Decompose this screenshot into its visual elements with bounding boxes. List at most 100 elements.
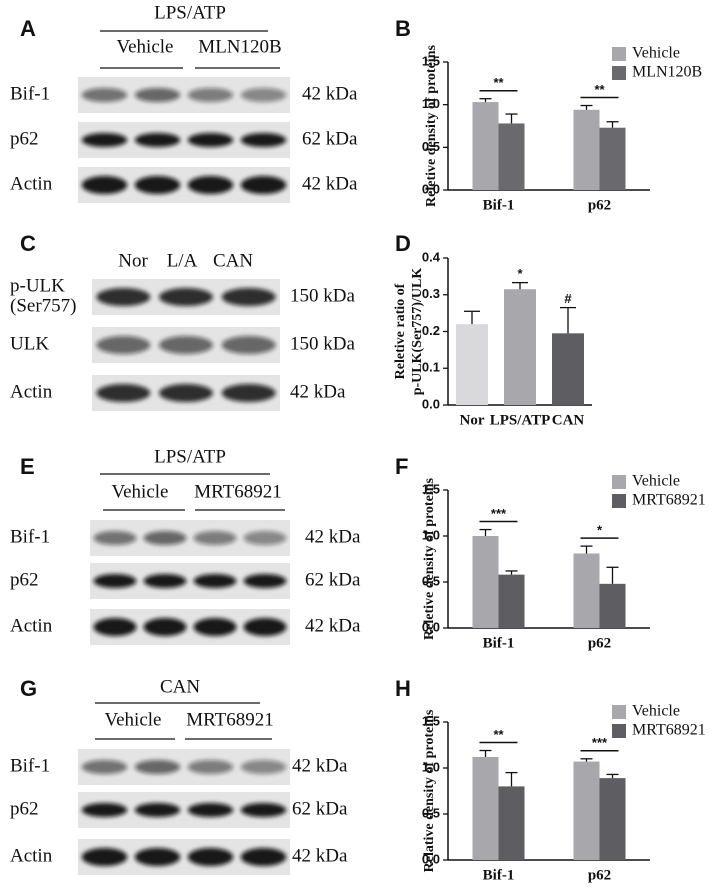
blot-band bbox=[96, 288, 151, 306]
blot-band bbox=[159, 288, 213, 306]
y-axis-label: p-ULK(Ser757)/ULK bbox=[410, 268, 425, 396]
blot-band bbox=[193, 531, 237, 545]
y-tick-label: 0.3 bbox=[422, 286, 440, 301]
panel-letter: E bbox=[20, 454, 35, 479]
size-label: 42 kDa bbox=[292, 845, 348, 866]
y-axis-label: Relative density of proteins bbox=[422, 709, 437, 872]
blot-band bbox=[81, 133, 128, 147]
blot-band bbox=[81, 803, 128, 817]
blot-band bbox=[93, 574, 137, 588]
lane-label: CAN bbox=[213, 250, 253, 271]
y-tick-label: 0.5 bbox=[422, 805, 440, 820]
blot-band bbox=[93, 618, 137, 636]
x-tick-label: Nor bbox=[460, 412, 485, 428]
legend-swatch bbox=[612, 494, 626, 508]
x-tick-label: LPS/ATP bbox=[490, 412, 551, 428]
protein-label: ULK bbox=[10, 333, 49, 354]
y-tick-label: 0.5 bbox=[422, 139, 440, 154]
blot-band bbox=[159, 336, 213, 354]
blot-band bbox=[81, 760, 128, 774]
blot-band bbox=[81, 88, 128, 102]
blot-band bbox=[187, 88, 234, 102]
bar bbox=[552, 333, 584, 405]
x-tick-label: CAN bbox=[552, 412, 585, 428]
y-tick-label: 0.0 bbox=[422, 619, 440, 634]
y-tick-label: 1.0 bbox=[422, 527, 440, 542]
bar bbox=[472, 756, 499, 860]
blot-band bbox=[221, 384, 276, 402]
blot-band bbox=[240, 88, 287, 102]
blot-band bbox=[193, 618, 237, 636]
error-bar bbox=[505, 570, 518, 575]
legend-swatch bbox=[612, 47, 626, 61]
blot-band bbox=[221, 336, 276, 354]
blot-band bbox=[221, 288, 276, 306]
significance-mark: ** bbox=[594, 82, 605, 97]
size-label: 42 kDa bbox=[290, 381, 346, 402]
bar bbox=[472, 102, 499, 190]
blot-band bbox=[134, 133, 181, 147]
protein-label: Actin bbox=[10, 845, 53, 866]
protein-label: Bif-1 bbox=[10, 526, 50, 547]
bar bbox=[456, 324, 488, 405]
panel-letter: C bbox=[20, 231, 36, 256]
panel-letter: G bbox=[20, 676, 37, 701]
panel-letter: B bbox=[395, 16, 411, 41]
bar bbox=[599, 583, 626, 628]
y-tick-label: 0.2 bbox=[422, 323, 440, 338]
significance-mark: # bbox=[564, 291, 572, 306]
panel-letter: F bbox=[395, 454, 408, 479]
size-label: 42 kDa bbox=[305, 526, 361, 547]
significance-mark: *** bbox=[592, 735, 608, 750]
x-tick-label: p62 bbox=[588, 635, 611, 651]
legend-swatch bbox=[612, 724, 626, 738]
legend-label: Vehicle bbox=[632, 45, 680, 62]
error-bar bbox=[479, 98, 492, 103]
size-label: 42 kDa bbox=[305, 615, 361, 636]
size-label: 150 kDa bbox=[290, 285, 355, 306]
group-label: MRT68921 bbox=[186, 709, 274, 730]
blot-band bbox=[187, 760, 234, 774]
blot-band bbox=[143, 531, 187, 545]
error-bar bbox=[479, 528, 492, 536]
blot-band bbox=[187, 848, 234, 866]
bar bbox=[599, 127, 626, 190]
group-label: MLN120B bbox=[198, 36, 281, 57]
legend-label: Vehicle bbox=[632, 703, 680, 720]
lane-label: Nor bbox=[118, 250, 148, 271]
protein-label: p62 bbox=[10, 569, 39, 590]
panel-letter: A bbox=[20, 16, 36, 41]
bar bbox=[472, 536, 499, 628]
y-tick-label: 1.5 bbox=[422, 481, 440, 496]
panel-letter: H bbox=[395, 676, 411, 701]
bar bbox=[498, 786, 525, 860]
error-bar bbox=[512, 281, 528, 290]
blot-band bbox=[240, 848, 287, 866]
treatment-header: LPS/ATP bbox=[154, 446, 226, 467]
error-bar bbox=[505, 771, 518, 787]
blot-band bbox=[187, 803, 234, 817]
protein-label: Actin bbox=[10, 173, 53, 194]
protein-label: p62 bbox=[10, 128, 39, 149]
error-bar bbox=[580, 758, 593, 762]
x-tick-label: Bif-1 bbox=[483, 197, 515, 213]
error-bar bbox=[560, 306, 576, 334]
blot-band bbox=[143, 618, 187, 636]
bar bbox=[599, 778, 626, 860]
blot-band bbox=[143, 574, 187, 588]
group-label: MRT68921 bbox=[194, 481, 282, 502]
bar bbox=[504, 289, 536, 405]
y-tick-label: 1.5 bbox=[422, 53, 440, 68]
y-tick-label: 0.4 bbox=[422, 249, 441, 264]
size-label: 62 kDa bbox=[292, 798, 348, 819]
significance-mark: ** bbox=[493, 727, 504, 742]
blot-band bbox=[240, 803, 287, 817]
y-tick-label: 1.5 bbox=[422, 713, 440, 728]
bar bbox=[573, 553, 600, 628]
y-tick-label: 0.0 bbox=[422, 181, 440, 196]
error-bar bbox=[580, 104, 593, 110]
legend-swatch bbox=[612, 705, 626, 719]
protein-label: p-ULK bbox=[10, 275, 65, 296]
blot-band bbox=[187, 176, 234, 194]
y-tick-label: 1.0 bbox=[422, 96, 440, 111]
